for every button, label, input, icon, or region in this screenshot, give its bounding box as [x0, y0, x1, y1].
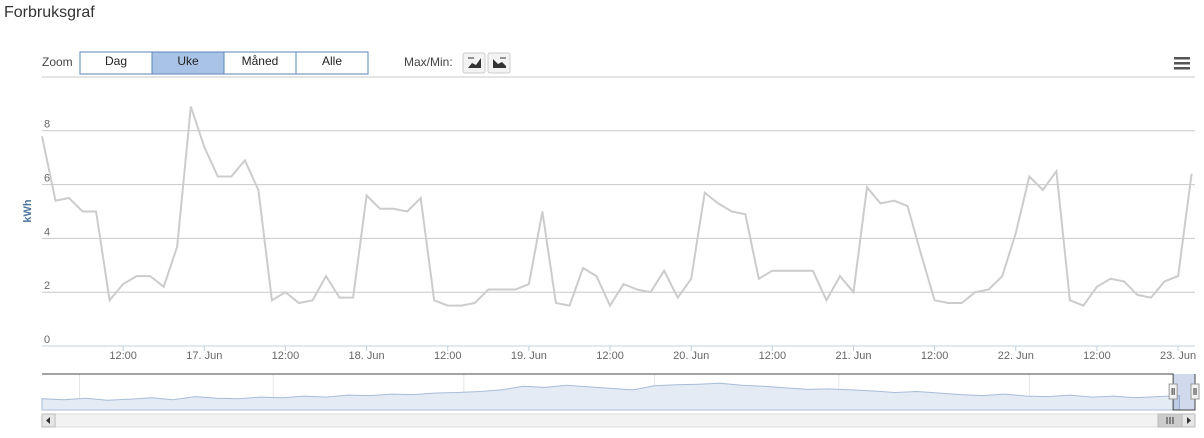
- scrollbar-right-arrow: [1187, 417, 1191, 424]
- navigator-handle[interactable]: [1190, 383, 1200, 400]
- zoom-label: Zoom: [42, 55, 73, 69]
- page-title: Forbruksgraf: [4, 4, 95, 21]
- navigator-handle-box: [1168, 383, 1178, 400]
- scrollbar-left-arrow: [46, 417, 50, 424]
- x-tick-label: 19. Jun: [511, 350, 547, 362]
- x-tick-label: 12:00: [109, 350, 137, 362]
- x-tick-label: 12:00: [921, 350, 949, 362]
- max-button[interactable]: [462, 52, 486, 74]
- x-tick-label: 12:00: [1083, 350, 1111, 362]
- navigator-handle[interactable]: [1168, 383, 1178, 400]
- navigator: Jul '18Sep '18Nov '18Jan '19Mar '19Mai '…: [41, 373, 1200, 411]
- navigator-handle-box: [1190, 383, 1200, 400]
- x-tick-label: 23. Jun: [1160, 350, 1196, 362]
- zoom-button[interactable]: Dag: [79, 51, 153, 75]
- zoom-button-box: [295, 51, 369, 75]
- min-button[interactable]: [487, 52, 511, 74]
- x-tick-label: 20. Jun: [673, 350, 709, 362]
- x-tick-label: 18. Jun: [349, 350, 385, 362]
- data-line: [41, 106, 1193, 308]
- y-tick-label: 4: [44, 226, 50, 238]
- y-tick-label: 2: [44, 280, 50, 292]
- zoom-button[interactable]: Måned: [223, 51, 297, 75]
- y-axis-label: kWh: [22, 199, 34, 223]
- x-tick-label: 12:00: [759, 350, 787, 362]
- maxmin-label: Max/Min:: [404, 55, 453, 69]
- y-tick-label: 6: [44, 173, 50, 185]
- zoom-button-label: Uke: [177, 54, 199, 68]
- x-tick-label: 21. Jun: [835, 350, 871, 362]
- zoom-button-label: Alle: [322, 54, 342, 68]
- scrollbar-track: [41, 413, 1196, 428]
- y-tick-label: 0: [44, 334, 50, 346]
- zoom-buttons: Dag Uke Måned Alle: [79, 51, 369, 75]
- y-tick-label: 8: [44, 119, 50, 131]
- zoom-button[interactable]: Uke: [151, 51, 225, 75]
- x-tick-label: 12:00: [272, 350, 300, 362]
- zoom-button-label: Måned: [242, 54, 279, 68]
- x-tick-label: 12:00: [596, 350, 624, 362]
- navigator-selection: [1173, 374, 1195, 410]
- x-tick-label: 17. Jun: [186, 350, 222, 362]
- menu-button[interactable]: [1174, 57, 1190, 70]
- navigator-area: [41, 382, 1180, 411]
- x-tick-label: 12:00: [434, 350, 462, 362]
- zoom-button[interactable]: Alle: [295, 51, 369, 75]
- scrollbar[interactable]: [41, 413, 1196, 428]
- zoom-button-label: Dag: [105, 54, 127, 68]
- x-tick-label: 22. Jun: [998, 350, 1034, 362]
